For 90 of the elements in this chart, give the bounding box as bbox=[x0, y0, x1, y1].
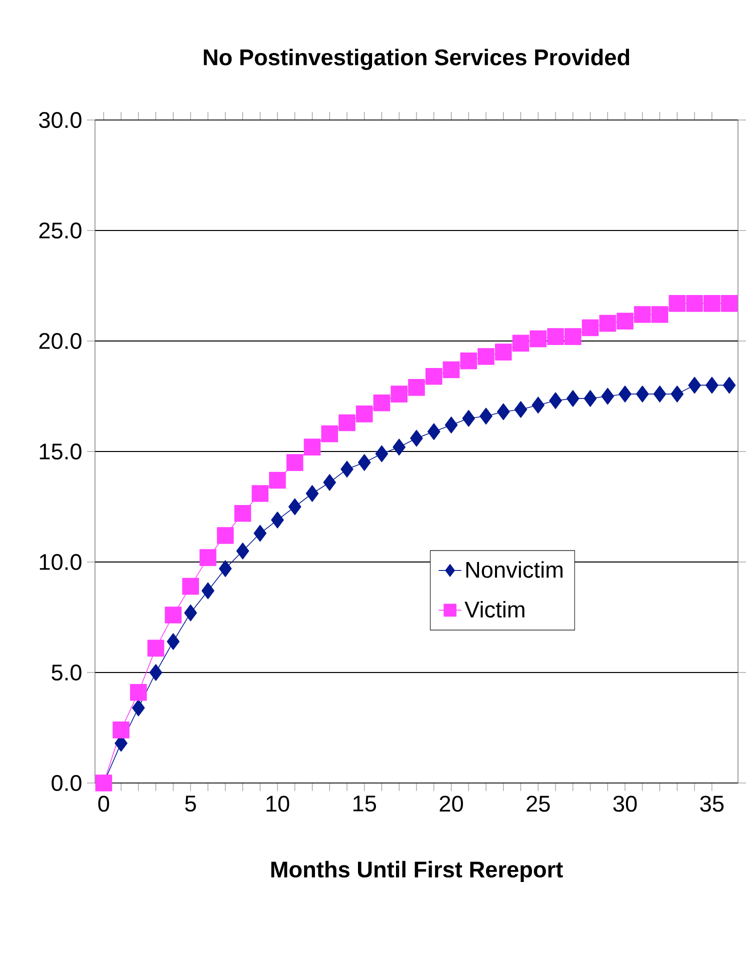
point bbox=[584, 390, 597, 407]
point bbox=[356, 406, 373, 422]
point bbox=[252, 485, 268, 502]
point bbox=[653, 386, 666, 402]
point bbox=[601, 388, 614, 405]
point bbox=[166, 633, 180, 650]
point bbox=[340, 460, 354, 478]
point bbox=[636, 386, 649, 402]
point bbox=[566, 390, 580, 407]
point bbox=[478, 348, 494, 365]
point bbox=[670, 386, 684, 402]
point bbox=[410, 430, 423, 447]
point bbox=[147, 640, 164, 657]
point bbox=[200, 549, 216, 566]
point bbox=[269, 472, 286, 489]
x-tick-label: 20 bbox=[440, 796, 463, 812]
point bbox=[512, 334, 530, 352]
point bbox=[599, 314, 616, 332]
point bbox=[686, 295, 703, 312]
point bbox=[338, 414, 356, 432]
y-tick-label: 0.0 bbox=[52, 774, 82, 792]
point bbox=[234, 504, 252, 522]
point bbox=[722, 376, 736, 394]
point bbox=[494, 344, 512, 360]
point bbox=[184, 604, 197, 622]
point bbox=[112, 722, 130, 738]
point bbox=[288, 498, 302, 516]
point bbox=[549, 392, 562, 410]
point bbox=[618, 386, 632, 402]
point bbox=[425, 368, 442, 385]
x-tick-label: 5 bbox=[185, 796, 196, 812]
point bbox=[547, 328, 564, 345]
point bbox=[442, 361, 460, 378]
x-tick-label: 0 bbox=[98, 796, 110, 812]
point bbox=[427, 423, 440, 440]
point bbox=[720, 295, 738, 312]
x-tick-label: 10 bbox=[266, 796, 290, 812]
point bbox=[286, 454, 304, 471]
point bbox=[218, 560, 232, 578]
point bbox=[358, 454, 371, 471]
x-tick-label: 30 bbox=[613, 796, 637, 812]
point bbox=[496, 403, 510, 420]
point bbox=[164, 606, 182, 624]
point bbox=[668, 295, 686, 312]
point bbox=[236, 542, 250, 560]
point bbox=[149, 664, 162, 681]
point bbox=[460, 352, 478, 370]
point bbox=[375, 445, 388, 462]
point bbox=[616, 312, 634, 330]
point bbox=[304, 438, 321, 456]
point bbox=[688, 376, 701, 394]
point bbox=[444, 416, 458, 434]
point bbox=[216, 527, 234, 544]
x-tick-label: 15 bbox=[353, 796, 376, 812]
chart-title: No Postinvestigation Services Provided bbox=[204, 48, 630, 70]
point bbox=[202, 582, 214, 600]
point bbox=[323, 474, 336, 491]
x-axis-title: Months Until First Rereport bbox=[271, 860, 563, 882]
point bbox=[582, 319, 599, 336]
point bbox=[373, 394, 390, 412]
x-tick-label: 25 bbox=[526, 796, 550, 812]
y-tick-label: 10.0 bbox=[40, 554, 82, 570]
y-tick-label: 5.0 bbox=[52, 664, 82, 681]
point bbox=[306, 485, 319, 502]
y-tick-label: 25.0 bbox=[39, 222, 82, 239]
point bbox=[634, 306, 651, 323]
x-tick-label: 35 bbox=[700, 796, 724, 812]
point bbox=[480, 408, 492, 425]
point bbox=[651, 306, 668, 323]
point bbox=[532, 396, 545, 414]
point bbox=[271, 512, 284, 528]
point bbox=[132, 699, 145, 716]
point bbox=[408, 379, 425, 396]
point bbox=[704, 295, 720, 312]
y-tick-label: 20.0 bbox=[39, 332, 82, 350]
y-tick-label: 15.0 bbox=[40, 443, 82, 460]
point bbox=[530, 330, 547, 348]
y-tick-label: 30.0 bbox=[39, 112, 82, 128]
legend-label: Victim bbox=[464, 600, 524, 618]
point bbox=[390, 386, 408, 402]
point bbox=[564, 328, 582, 345]
point bbox=[254, 524, 266, 542]
point bbox=[514, 401, 528, 418]
point bbox=[392, 438, 406, 456]
point bbox=[462, 410, 476, 427]
point bbox=[706, 376, 718, 394]
point bbox=[130, 684, 147, 701]
point bbox=[321, 425, 338, 442]
point bbox=[182, 578, 199, 595]
legend-label: Nonvictim bbox=[466, 561, 562, 578]
